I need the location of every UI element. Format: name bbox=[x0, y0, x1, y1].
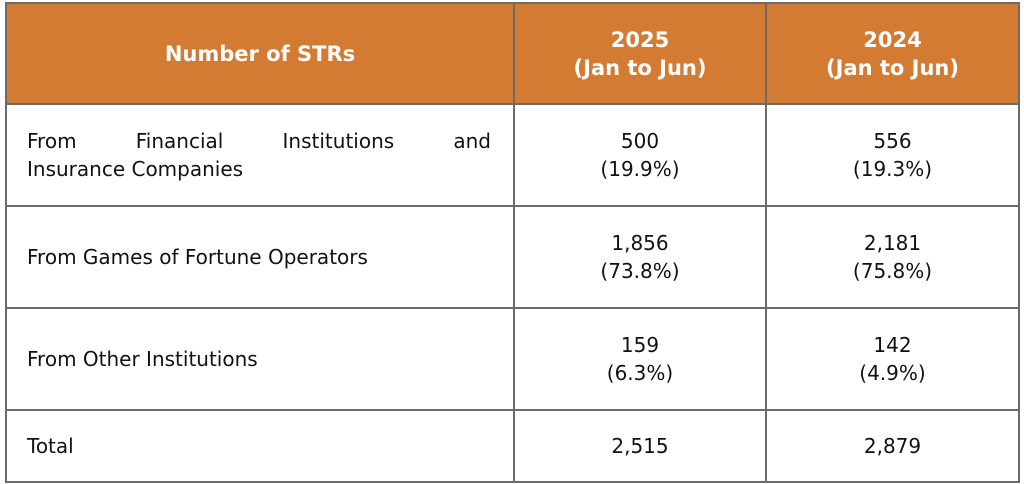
cell-percent: (19.9%) bbox=[600, 157, 680, 181]
cell-percent: (6.3%) bbox=[606, 361, 674, 385]
cell-2025-total: 2,515 bbox=[513, 409, 767, 483]
cell-value: 1,856 bbox=[611, 231, 669, 255]
cell-percent: (19.3%) bbox=[852, 157, 933, 181]
row-label-total: Total bbox=[5, 409, 515, 483]
cell-value: 2,181 bbox=[863, 231, 922, 255]
cell-2025-games: 1,856 (73.8%) bbox=[513, 205, 767, 309]
header-2025-period: (Jan to Jun) bbox=[573, 55, 707, 80]
table-row: From Financial Institutions and Insuranc… bbox=[5, 103, 1020, 207]
cell-value: 500 bbox=[620, 129, 660, 153]
row-label-financial-institutions: From Financial Institutions and Insuranc… bbox=[5, 103, 515, 207]
table-row: From Games of Fortune Operators 1,856 (7… bbox=[5, 205, 1020, 309]
cell-2024-financial: 556 (19.3%) bbox=[765, 103, 1020, 207]
row-label-text: From Other Institutions bbox=[27, 347, 258, 371]
cell-value: 159 bbox=[620, 333, 660, 357]
header-label: Number of STRs bbox=[164, 41, 356, 66]
cell-2024-other: 142 (4.9%) bbox=[765, 307, 1020, 411]
cell-2024-games: 2,181 (75.8%) bbox=[765, 205, 1020, 309]
cell-value: 2,515 bbox=[611, 434, 669, 458]
cell-value: 142 bbox=[873, 333, 912, 357]
cell-2025-financial: 500 (19.9%) bbox=[513, 103, 767, 207]
header-2025: 2025 (Jan to Jun) bbox=[513, 2, 767, 105]
row-label-line2: Insurance Companies bbox=[27, 157, 244, 181]
table-row-total: Total 2,515 2,879 bbox=[5, 409, 1020, 483]
header-2024: 2024 (Jan to Jun) bbox=[765, 2, 1020, 105]
row-label-line1: From Financial Institutions and bbox=[27, 129, 491, 153]
table-header-row: Number of STRs 2025 (Jan to Jun) 2024 (J… bbox=[5, 2, 1020, 105]
cell-percent: (4.9%) bbox=[859, 361, 926, 385]
cell-value: 556 bbox=[873, 129, 912, 153]
cell-value: 2,879 bbox=[863, 434, 922, 458]
row-label-text: Total bbox=[27, 434, 74, 458]
cell-2024-total: 2,879 bbox=[765, 409, 1020, 483]
header-2024-period: (Jan to Jun) bbox=[826, 55, 959, 80]
row-label-other-institutions: From Other Institutions bbox=[5, 307, 515, 411]
row-label-text: From Games of Fortune Operators bbox=[27, 245, 368, 269]
table-row: From Other Institutions 159 (6.3%) 142 (… bbox=[5, 307, 1020, 411]
header-2024-year: 2024 bbox=[863, 27, 922, 52]
header-number-of-strs: Number of STRs bbox=[5, 2, 515, 105]
cell-percent: (73.8%) bbox=[600, 259, 680, 283]
cell-2025-other: 159 (6.3%) bbox=[513, 307, 767, 411]
row-label-games-of-fortune: From Games of Fortune Operators bbox=[5, 205, 515, 309]
header-2025-year: 2025 bbox=[610, 27, 670, 52]
cell-percent: (75.8%) bbox=[852, 259, 933, 283]
str-table: Number of STRs 2025 (Jan to Jun) 2024 (J… bbox=[5, 2, 1020, 483]
